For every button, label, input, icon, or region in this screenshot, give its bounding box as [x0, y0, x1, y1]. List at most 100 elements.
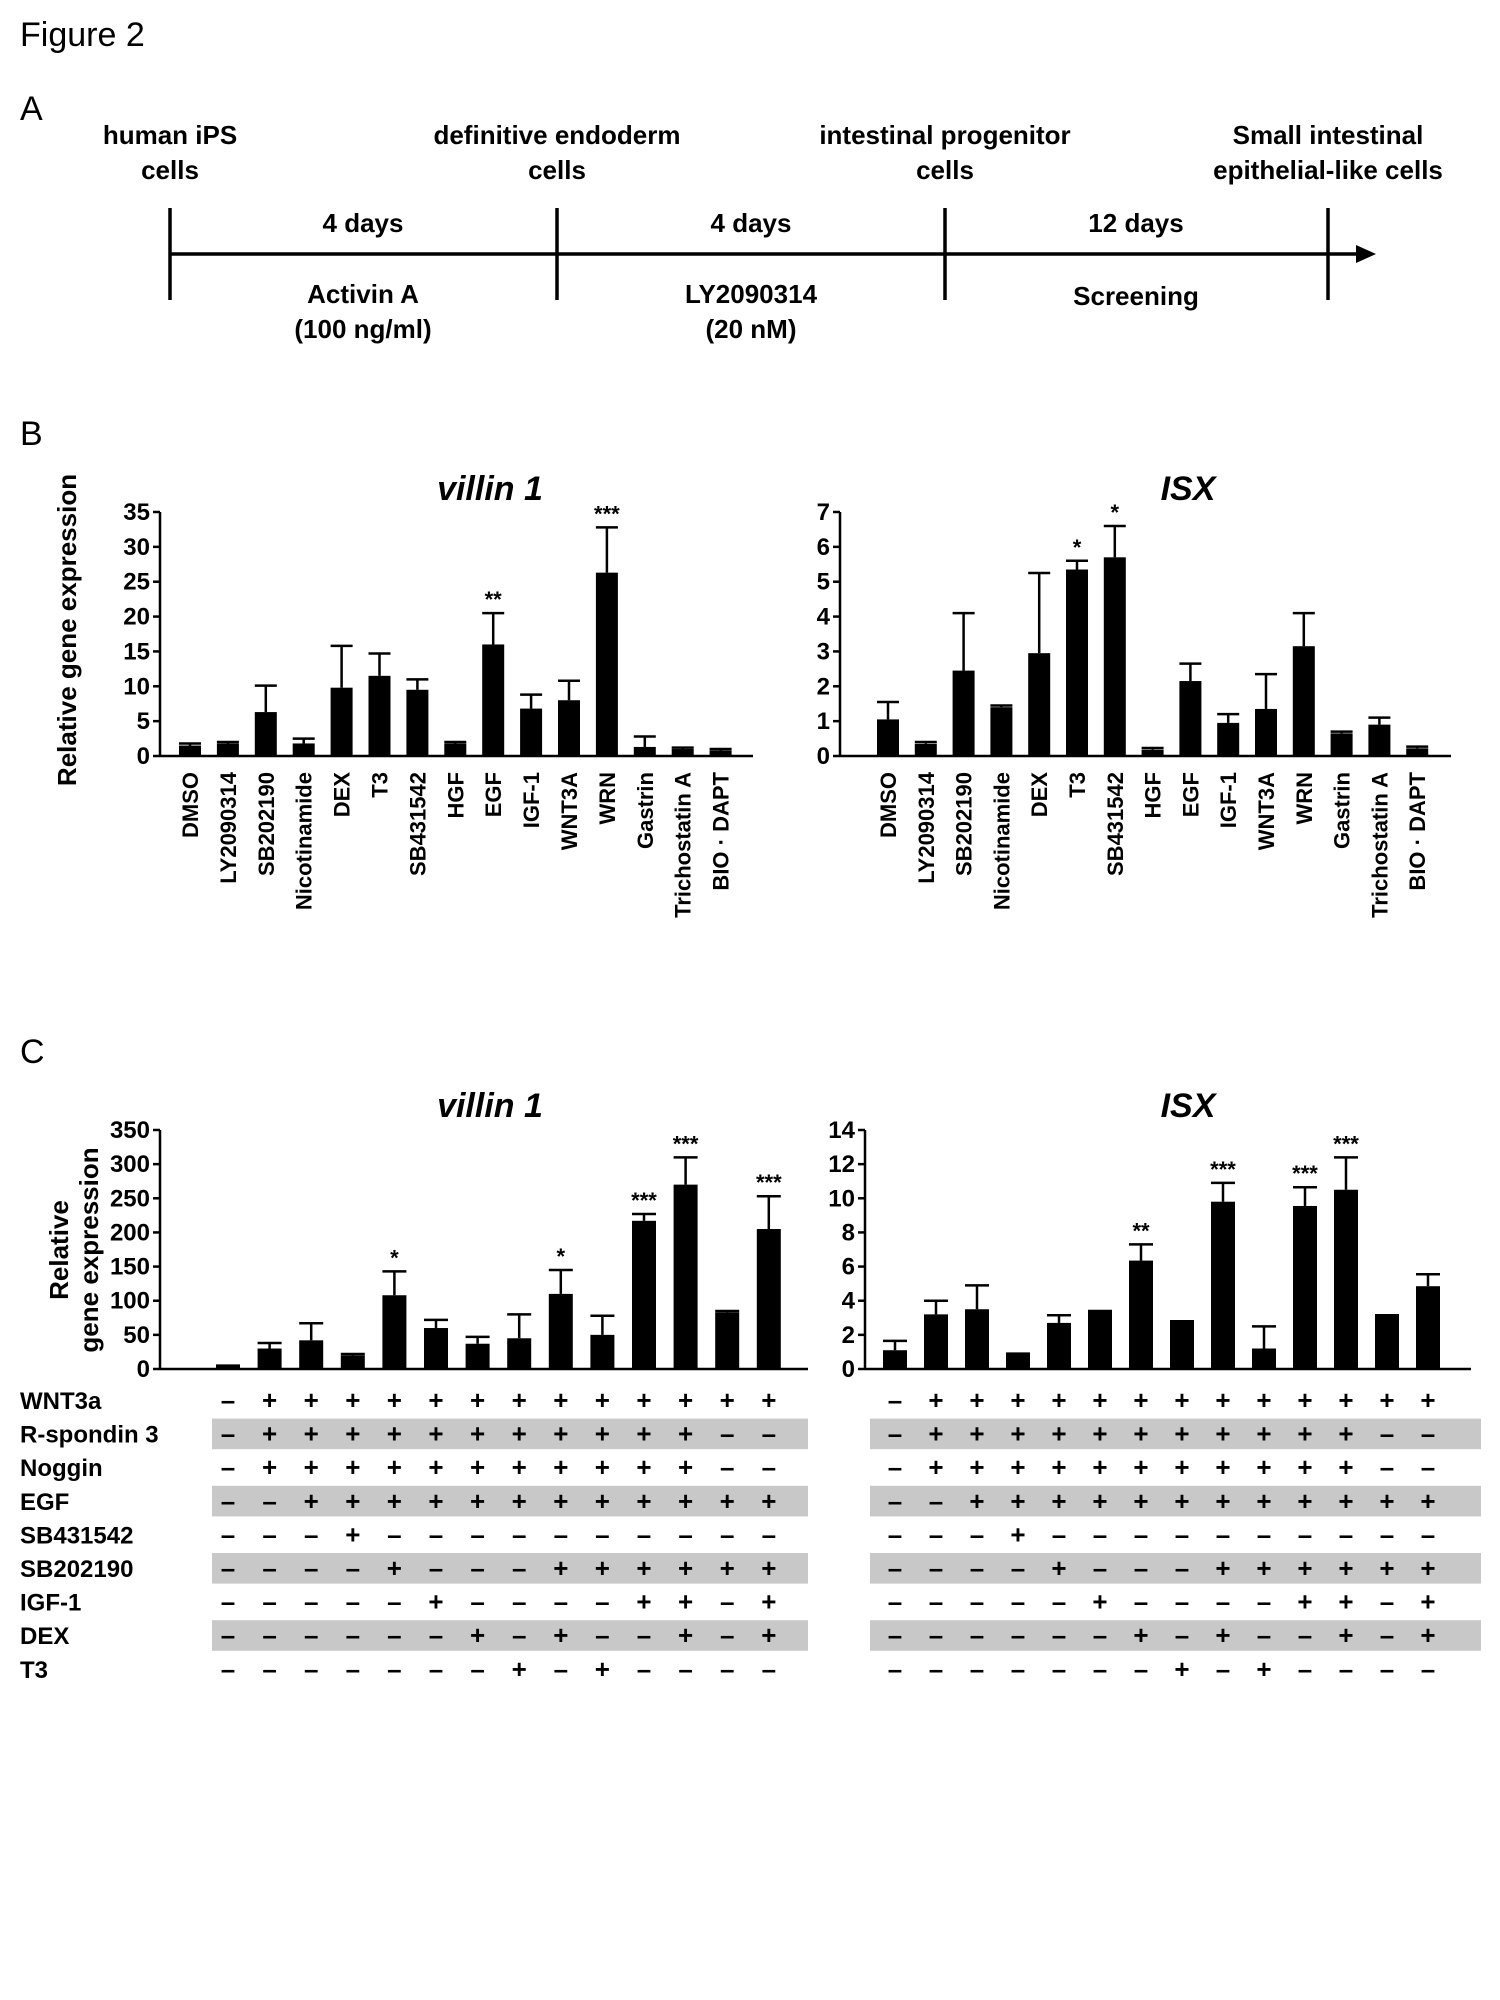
treatment-sign: +: [1092, 1419, 1107, 1449]
treatment-sign: +: [1051, 1486, 1066, 1516]
treatment-sign: –: [429, 1553, 443, 1583]
treatment-sign: –: [1298, 1620, 1312, 1650]
shaded-row: [212, 1620, 808, 1651]
interval-2-treatment-line1: LY2090314: [685, 279, 818, 309]
treatment-sign: –: [1093, 1654, 1107, 1684]
treatment-sign: –: [1339, 1654, 1353, 1684]
treatment-sign: +: [1010, 1519, 1025, 1549]
bar: [877, 719, 899, 756]
treatment-sign: +: [678, 1587, 693, 1617]
treatment-sign: +: [636, 1452, 651, 1482]
significance-marker: ***: [594, 501, 620, 526]
treatment-sign: +: [512, 1419, 527, 1449]
bar: [216, 1366, 240, 1369]
y-tick-label: 200: [110, 1219, 150, 1246]
bar: [709, 750, 732, 756]
treatment-sign: +: [1174, 1654, 1189, 1684]
bar: [1088, 1311, 1112, 1369]
treatment-sign: –: [678, 1654, 692, 1684]
significance-marker: ***: [1292, 1161, 1318, 1186]
treatment-sign: –: [470, 1553, 484, 1583]
bar: [756, 1229, 781, 1369]
bar: [1179, 681, 1202, 756]
treatment-sign: +: [1256, 1385, 1271, 1415]
treatment-table-right: – + + + + + + + + + + + + +– + + + + + + + + + + + – –– + + + + + + + + + + +…: [870, 1385, 1481, 1684]
treatment-row-label: SB431542: [20, 1522, 133, 1549]
y-tick-label: 250: [110, 1185, 150, 1212]
treatment-sign: +: [1051, 1452, 1066, 1482]
bar: [254, 712, 277, 756]
bar: [444, 743, 467, 756]
treatment-sign: +: [387, 1419, 402, 1449]
interval-1-treatment-line2: (100 ng/ml): [294, 314, 431, 344]
bar: [715, 1312, 740, 1369]
bar: [673, 1184, 698, 1369]
treatment-sign: –: [678, 1519, 692, 1549]
treatment-sign: +: [969, 1419, 984, 1449]
bar: [1211, 1201, 1235, 1369]
stage-label-1-line2: cells: [141, 155, 199, 185]
bar: [965, 1309, 989, 1369]
treatment-sign: +: [470, 1620, 485, 1650]
treatment-sign: –: [554, 1587, 568, 1617]
x-category-label: SB431542: [1103, 772, 1128, 876]
treatment-sign: –: [1380, 1654, 1394, 1684]
bar: [1006, 1354, 1030, 1369]
x-category-label: T3: [1065, 772, 1090, 798]
panel-a-label: A: [20, 90, 43, 128]
treatment-sign: –: [1011, 1654, 1025, 1684]
bar: [179, 745, 201, 756]
treatment-sign: –: [929, 1620, 943, 1650]
stage-label-2-line1: definitive endoderm: [433, 120, 680, 150]
treatment-sign: +: [1133, 1419, 1148, 1449]
bar: [1368, 724, 1391, 756]
x-category-label: EGF: [481, 772, 506, 817]
treatment-sign: –: [470, 1519, 484, 1549]
treatment-sign: +: [595, 1553, 610, 1583]
treatment-sign: +: [636, 1385, 651, 1415]
treatment-sign: +: [304, 1486, 319, 1516]
bar: [924, 1314, 948, 1369]
chart-b-isx: ISX 0 1 2 3 4 5 6 7 DMSO LY2090314 SB202190 Nicotina…: [817, 470, 1451, 918]
treatment-sign: +: [1420, 1620, 1435, 1650]
treatment-sign: –: [1421, 1654, 1435, 1684]
treatment-sign: +: [969, 1452, 984, 1482]
treatment-sign: +: [1133, 1486, 1148, 1516]
treatment-sign: +: [969, 1385, 984, 1415]
treatment-sign: +: [1215, 1553, 1230, 1583]
bar: [883, 1350, 907, 1369]
bar: [257, 1348, 282, 1369]
bar: [595, 572, 618, 756]
shaded-row: [212, 1553, 808, 1584]
timeline-diagram: human iPS cells definitive endoderm cell…: [103, 120, 1443, 344]
treatment-sign: –: [929, 1553, 943, 1583]
treatment-sign: +: [761, 1486, 776, 1516]
treatment-sign: +: [1379, 1385, 1394, 1415]
y-tick-label: 5: [137, 708, 150, 735]
bar: [1252, 1348, 1276, 1369]
treatment-sign: +: [636, 1553, 651, 1583]
treatment-sign: –: [221, 1385, 235, 1415]
treatment-sign: –: [262, 1486, 276, 1516]
shaded-row: [870, 1553, 1481, 1584]
y-tick-label: 300: [110, 1151, 150, 1178]
y-tick-label: 2: [817, 673, 830, 700]
treatment-sign: +: [1338, 1486, 1353, 1516]
treatment-sign: +: [387, 1452, 402, 1482]
significance-marker: ***: [673, 1131, 699, 1156]
figure-title: Figure 2: [20, 16, 145, 54]
treatment-sign: –: [1093, 1553, 1107, 1583]
treatment-sign: –: [970, 1620, 984, 1650]
bar: [990, 707, 1013, 756]
treatment-sign: –: [512, 1620, 526, 1650]
treatment-sign: –: [929, 1654, 943, 1684]
y-tick-label: 6: [817, 534, 830, 561]
treatment-sign: –: [595, 1519, 609, 1549]
treatment-sign: –: [387, 1620, 401, 1650]
treatment-sign: –: [1421, 1419, 1435, 1449]
stage-label-1-line1: human iPS: [103, 120, 237, 150]
chart-c-villin: villin 1 0 50 100 150 200 250 300 350 Relative gen…: [44, 1087, 808, 1383]
treatment-sign: –: [888, 1385, 902, 1415]
bar: [1375, 1316, 1399, 1369]
significance-marker: **: [1132, 1218, 1150, 1243]
